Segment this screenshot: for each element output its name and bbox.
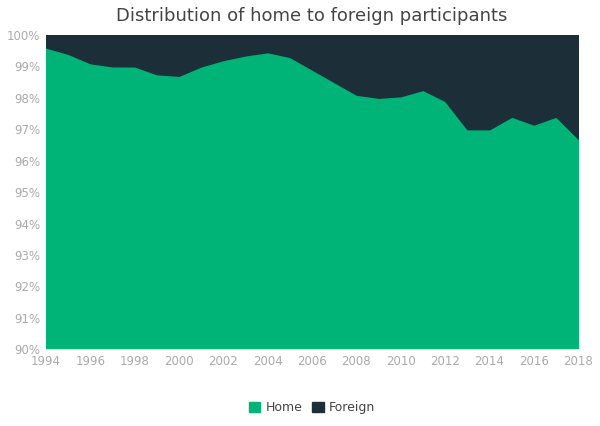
Legend: Home, Foreign: Home, Foreign — [244, 397, 380, 420]
Title: Distribution of home to foreign participants: Distribution of home to foreign particip… — [116, 7, 508, 25]
